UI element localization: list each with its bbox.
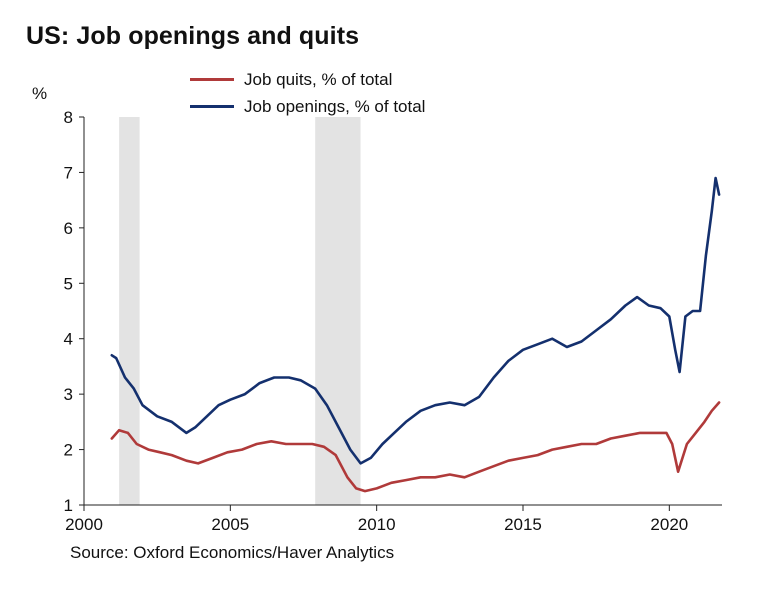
x-tick-label-2015: 2015 (504, 515, 542, 534)
y-axis-unit-label: % (32, 84, 48, 103)
x-tick-label-2005: 2005 (211, 515, 249, 534)
legend-swatch-quits (190, 78, 234, 81)
y-tick-label-8: 8 (64, 108, 73, 127)
source-note: Source: Oxford Economics/Haver Analytics (70, 543, 395, 562)
legend-item-openings: Job openings, % of total (190, 93, 425, 120)
chart-title: US: Job openings and quits (26, 22, 360, 50)
y-tick-label-5: 5 (64, 274, 73, 293)
series-line-job-quits (110, 401, 721, 493)
legend-label-quits: Job quits, % of total (244, 69, 393, 89)
legend-label-openings: Job openings, % of total (244, 96, 426, 116)
legend-swatch-openings (190, 105, 234, 108)
x-tick-label-2000: 2000 (65, 515, 103, 534)
y-tick-label-4: 4 (64, 330, 73, 349)
legend-item-quits: Job quits, % of total (190, 66, 425, 93)
y-tick-label-7: 7 (64, 163, 73, 182)
y-tick-label-6: 6 (64, 219, 73, 238)
x-tick-label-2020: 2020 (650, 515, 688, 534)
series-line-job-openings (110, 176, 721, 465)
legend: Job quits, % of total Job openings, % of… (190, 66, 425, 120)
y-tick-label-2: 2 (64, 441, 73, 460)
y-tick-label-1: 1 (64, 496, 73, 515)
y-tick-label-3: 3 (64, 385, 73, 404)
recession-shading-0 (119, 117, 140, 505)
x-tick-label-2010: 2010 (358, 515, 396, 534)
recession-shading-1 (315, 117, 361, 505)
